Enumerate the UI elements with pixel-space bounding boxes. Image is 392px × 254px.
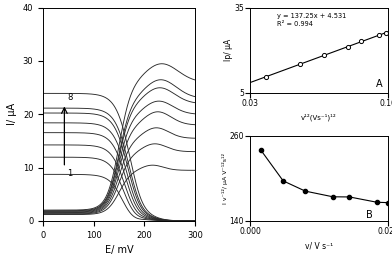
X-axis label: v/ V s⁻¹: v/ V s⁻¹ <box>305 242 333 251</box>
Text: R² = 0.994: R² = 0.994 <box>277 21 312 27</box>
Text: 8: 8 <box>67 93 73 102</box>
Text: y = 137.25x + 4.531: y = 137.25x + 4.531 <box>277 13 346 19</box>
Y-axis label: I/ μA: I/ μA <box>7 103 17 125</box>
Y-axis label: I v⁻¹²/ μA V⁻¹²s¹²: I v⁻¹²/ μA V⁻¹²s¹² <box>222 153 228 204</box>
X-axis label: E/ mV: E/ mV <box>105 245 133 254</box>
Text: A: A <box>376 79 383 89</box>
Text: 1: 1 <box>67 169 73 178</box>
Text: B: B <box>366 210 373 220</box>
X-axis label: v¹²(Vs⁻¹)¹²: v¹²(Vs⁻¹)¹² <box>301 114 337 121</box>
Y-axis label: Ip/ μA: Ip/ μA <box>224 39 232 61</box>
